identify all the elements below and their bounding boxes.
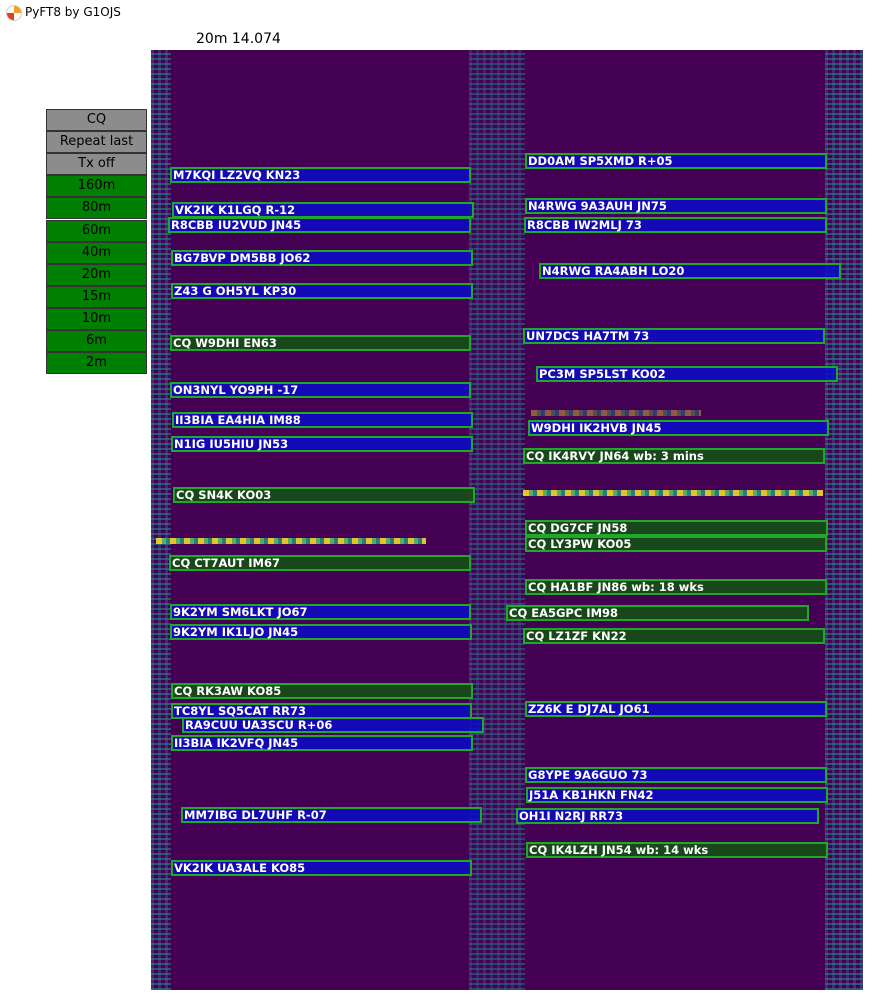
cq-message-box[interactable]: CQ EA5GPC IM98 [506, 605, 809, 621]
app-logo-icon [6, 5, 22, 21]
button-40m[interactable]: 40m [46, 241, 147, 264]
noise-band [151, 50, 171, 990]
cq-message-box[interactable]: CQ DG7CF JN58 [525, 520, 828, 536]
message-box[interactable]: RA9CUU UA3SCU R+06 [182, 717, 484, 733]
message-box[interactable]: J51A KB1HKN FN42 [526, 787, 828, 803]
noise-band [469, 50, 525, 990]
message-box[interactable]: 9K2YM IK1LJO JN45 [170, 624, 472, 640]
message-box[interactable]: R8CBB IU2VUD JN45 [168, 217, 471, 233]
button-cq[interactable]: CQ [46, 109, 147, 131]
cq-message-box[interactable]: CQ IK4RVY JN64 wb: 3 mins [523, 448, 825, 464]
signal-trace [523, 490, 823, 496]
signal-trace [156, 538, 426, 544]
cq-message-box[interactable]: CQ IK4LZH JN54 wb: 14 wks [526, 842, 828, 858]
waterfall-display[interactable]: M7KQI LZ2VQ KN23 VK2IK K1LGQ R-12 R8CBB IU… [151, 50, 863, 990]
message-box[interactable]: UN7DCS HA7TM 73 [523, 328, 825, 344]
message-box[interactable]: ZZ6K E DJ7AL JO61 [525, 701, 827, 717]
message-box[interactable]: VK2IK K1LGQ R-12 [172, 202, 474, 218]
cq-message-box[interactable]: CQ RK3AW KO85 [171, 683, 473, 699]
cq-message-box[interactable]: CQ HA1BF JN86 wb: 18 wks [525, 579, 827, 595]
signal-trace [531, 410, 701, 416]
cq-message-box[interactable]: CQ LY3PW KO05 [525, 536, 827, 552]
message-box[interactable]: MM7IBG DL7UHF R-07 [181, 807, 482, 823]
message-box[interactable]: W9DHI IK2HVB JN45 [528, 420, 829, 436]
button-60m[interactable]: 60m [46, 219, 147, 242]
message-box[interactable]: II3BIA IK2VFQ JN45 [171, 735, 473, 751]
message-box[interactable]: 9K2YM SM6LKT JO67 [170, 604, 471, 620]
band-frequency-label: 20m 14.074 [196, 31, 281, 47]
cq-message-box[interactable]: CQ CT7AUT IM67 [169, 555, 471, 571]
button-repeat-last[interactable]: Repeat last [46, 131, 147, 154]
button-2m[interactable]: 2m [46, 352, 147, 375]
message-box[interactable]: R8CBB IW2MLJ 73 [524, 217, 827, 233]
message-box[interactable]: Z43 G OH5YL KP30 [171, 283, 473, 299]
cq-message-box[interactable]: CQ W9DHI EN63 [170, 335, 471, 351]
message-box[interactable]: N4RWG 9A3AUH JN75 [525, 198, 827, 214]
title-bar: PyFT8 by G1OJS [0, 0, 883, 26]
button-20m[interactable]: 20m [46, 263, 147, 286]
button-160m[interactable]: 160m [46, 175, 147, 198]
message-box[interactable]: OH1I N2RJ RR73 [516, 808, 819, 824]
message-box[interactable]: DD0AM SP5XMD R+05 [525, 153, 827, 169]
cq-message-box[interactable]: CQ SN4K KO03 [173, 487, 475, 503]
cq-message-box[interactable]: CQ LZ1ZF KN22 [523, 628, 825, 644]
button-tx-off[interactable]: Tx off [46, 153, 147, 176]
button-10m[interactable]: 10m [46, 307, 147, 330]
button-15m[interactable]: 15m [46, 285, 147, 308]
message-box[interactable]: N1IG IU5HIU JN53 [171, 436, 473, 452]
message-box[interactable]: PC3M SP5LST KO02 [536, 366, 838, 382]
message-box[interactable]: TC8YL SQ5CAT RR73 [171, 703, 472, 719]
message-box[interactable]: M7KQI LZ2VQ KN23 [170, 167, 471, 183]
window-title: PyFT8 by G1OJS [25, 5, 121, 19]
message-box[interactable]: ON3NYL YO9PH -17 [170, 382, 471, 398]
message-box[interactable]: BG7BVP DM5BB JO62 [171, 250, 473, 266]
message-box[interactable]: G8YPE 9A6GUO 73 [525, 767, 827, 783]
noise-band [825, 50, 863, 990]
message-box[interactable]: II3BIA EA4HIA IM88 [172, 412, 473, 428]
button-80m[interactable]: 80m [46, 197, 147, 220]
message-box[interactable]: VK2IK UA3ALE KO85 [171, 860, 472, 876]
button-6m[interactable]: 6m [46, 330, 147, 352]
message-box[interactable]: N4RWG RA4ABH LO20 [539, 263, 841, 279]
